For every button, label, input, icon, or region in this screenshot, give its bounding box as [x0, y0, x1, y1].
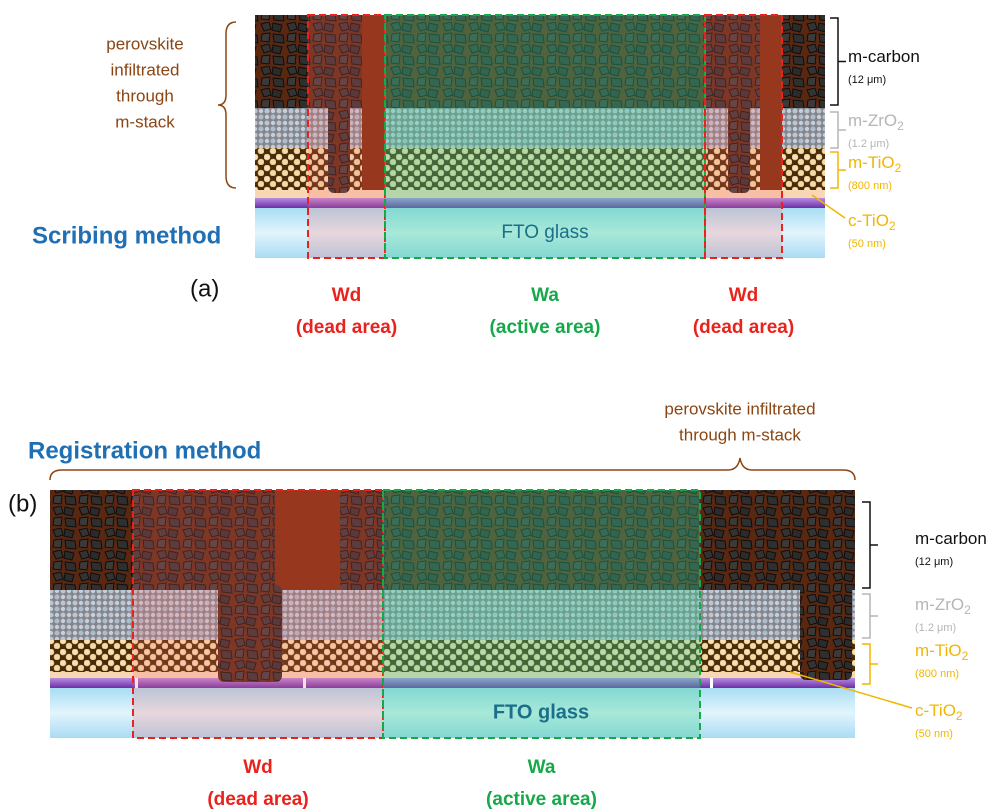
layer-bracket: [830, 18, 846, 105]
layer-thickness: (800 nm): [848, 180, 892, 192]
layer-thickness: (50 nm): [848, 238, 886, 250]
region-name: Wd: [729, 285, 759, 306]
layer-name-main: m-TiO: [848, 153, 895, 172]
perovskite-note: m-stack: [115, 112, 175, 131]
layer-name-sub: 2: [889, 219, 896, 233]
region-desc: (dead area): [207, 789, 308, 810]
panel-label: (a): [190, 275, 219, 302]
method-title: Scribing method: [32, 222, 221, 249]
perovskite-note: through m-stack: [679, 425, 801, 444]
region-name: Wd: [332, 285, 362, 306]
layer-thickness: (1.2 μm): [915, 622, 956, 634]
carbon-column: [800, 585, 852, 680]
layer-bracket: [830, 152, 846, 188]
layer-bracket: [862, 644, 878, 684]
layer-name: m-TiO2: [915, 641, 969, 663]
layer-name-sub: 2: [964, 603, 971, 617]
layer-name: m-ZrO2: [915, 595, 971, 617]
layer-name-main: m-ZrO: [915, 595, 964, 614]
figure: Wd (dead area) Wa (active area) Wd (dead area…: [0, 0, 1005, 812]
layer-name-sub: 2: [956, 709, 963, 723]
region-name: Wd: [243, 757, 273, 778]
region-tint: [308, 15, 385, 258]
layer-name-main: m-ZrO: [848, 111, 897, 130]
layer-bracket: [830, 112, 846, 148]
region-desc: (active area): [490, 317, 601, 338]
perovskite-note: perovskite infiltrated: [664, 399, 815, 418]
region-name: Wa: [528, 757, 556, 778]
layer-name: c-TiO2: [848, 211, 896, 233]
layer-name-sub: 2: [897, 119, 904, 133]
region-name: Wa: [531, 285, 559, 306]
layer-thickness: (12 μm): [848, 74, 886, 86]
layer-name-main: c-TiO: [848, 211, 889, 230]
layer-bracket: [862, 502, 878, 588]
region-desc: (dead area): [693, 317, 794, 338]
method-title: Registration method: [28, 437, 261, 464]
substrate-label: FTO glass: [501, 222, 588, 243]
perovskite-note: infiltrated: [111, 60, 180, 79]
layer-name-sub: 2: [962, 649, 969, 663]
layer-thickness: (12 μm): [915, 556, 953, 568]
layer-bracket: [862, 594, 878, 638]
layer-name-main: m-carbon: [848, 47, 920, 66]
layer-name: m-TiO2: [848, 153, 902, 175]
scribe-line: [710, 678, 713, 688]
region-tint: [133, 490, 383, 738]
layer-thickness: (1.2 μm): [848, 138, 889, 150]
note-brace: [218, 22, 236, 188]
layer-name-main: m-TiO: [915, 641, 962, 660]
layer-name: m-ZrO2: [848, 111, 904, 133]
region-desc: (dead area): [296, 317, 397, 338]
layer-name: m-carbon: [848, 47, 920, 66]
layer-thickness: (800 nm): [915, 668, 959, 680]
region-desc: (active area): [486, 789, 597, 810]
perovskite-note: perovskite: [106, 34, 183, 53]
layer-thickness: (50 nm): [915, 728, 953, 740]
layer-name-main: c-TiO: [915, 701, 956, 720]
panel-label: (b): [8, 490, 37, 517]
layer-name-main: m-carbon: [915, 529, 987, 548]
layer-name: m-carbon: [915, 529, 987, 548]
substrate-label: FTO glass: [493, 701, 589, 723]
layer-name-sub: 2: [895, 161, 902, 175]
region-tint: [705, 15, 782, 258]
perovskite-note: through: [116, 86, 174, 105]
layer-name: c-TiO2: [915, 701, 963, 723]
